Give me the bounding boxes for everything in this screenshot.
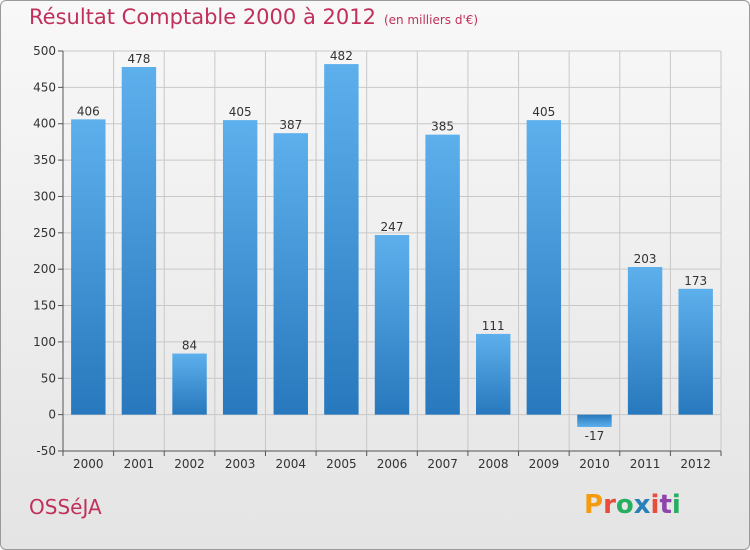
x-tick-label: 2008 bbox=[478, 457, 509, 471]
y-tick-label: 0 bbox=[48, 408, 56, 422]
bar-value-label: -17 bbox=[585, 429, 605, 443]
y-tick-label: 350 bbox=[33, 153, 56, 167]
y-tick-label: 300 bbox=[33, 189, 56, 203]
logo-letter: o bbox=[615, 490, 634, 520]
x-tick-label: 2004 bbox=[275, 457, 306, 471]
logo-letter: t bbox=[659, 490, 672, 520]
proxiti-logo: Proxiti bbox=[584, 490, 681, 520]
x-tick-label: 2012 bbox=[680, 457, 711, 471]
y-tick-label: 500 bbox=[33, 44, 56, 58]
bar-value-label: 482 bbox=[330, 49, 353, 63]
axes bbox=[58, 50, 722, 456]
bar-value-label: 173 bbox=[684, 274, 707, 288]
bar bbox=[526, 120, 562, 415]
y-tick-label: 100 bbox=[33, 335, 56, 349]
bar bbox=[273, 133, 308, 415]
x-tick-label: 2011 bbox=[630, 457, 661, 471]
x-tick-label: 2007 bbox=[427, 457, 458, 471]
logo-letter: x bbox=[633, 490, 651, 520]
x-tick-label: 2009 bbox=[529, 457, 560, 471]
logo-letter: P bbox=[584, 490, 604, 520]
y-tick-label: -50 bbox=[36, 444, 56, 458]
bar bbox=[324, 64, 359, 415]
bar-value-label: 385 bbox=[431, 120, 454, 134]
bar bbox=[577, 414, 612, 427]
bar-value-label: 405 bbox=[229, 105, 252, 119]
logo-letter: i bbox=[671, 490, 681, 520]
bar bbox=[627, 267, 663, 415]
bar-value-label: 203 bbox=[634, 252, 657, 266]
bar-value-label: 247 bbox=[381, 220, 404, 234]
bar-value-label: 111 bbox=[482, 319, 505, 333]
x-tick-label: 2010 bbox=[579, 457, 610, 471]
bar-value-label: 84 bbox=[182, 339, 197, 353]
x-tick-label: 2000 bbox=[73, 457, 104, 471]
bar bbox=[71, 119, 106, 415]
bar-value-label: 406 bbox=[77, 104, 100, 118]
bar-value-label: 478 bbox=[127, 52, 150, 66]
bars bbox=[71, 64, 713, 427]
y-tick-label: 150 bbox=[33, 299, 56, 313]
title-text: Résultat Comptable 2000 à 2012 bbox=[29, 5, 376, 29]
x-tick-label: 2003 bbox=[225, 457, 256, 471]
bar bbox=[374, 235, 410, 415]
bar bbox=[425, 134, 460, 415]
labels: -50 0 50 100 150 200 250 300 350 400 450 500 406 2000… bbox=[33, 44, 711, 471]
y-tick-label: 250 bbox=[33, 226, 56, 240]
y-tick-label: 50 bbox=[41, 371, 56, 385]
x-tick-label: 2002 bbox=[174, 457, 205, 471]
chart-subtitle: (en milliers d'€) bbox=[383, 13, 479, 27]
bar bbox=[172, 353, 207, 415]
y-tick-label: 450 bbox=[33, 80, 56, 94]
x-tick-label: 2001 bbox=[124, 457, 155, 471]
commune-name: OSSéJA bbox=[29, 495, 102, 519]
bar-value-label: 387 bbox=[279, 118, 302, 132]
bar bbox=[222, 120, 258, 415]
bar bbox=[121, 67, 157, 415]
logo-letter: r bbox=[603, 490, 616, 520]
logo-letter: i bbox=[650, 490, 660, 520]
bar bbox=[678, 288, 713, 415]
y-tick-label: 400 bbox=[33, 117, 56, 131]
bar bbox=[476, 333, 511, 415]
y-tick-label: 200 bbox=[33, 262, 56, 276]
bar-value-label: 405 bbox=[532, 105, 555, 119]
x-tick-label: 2005 bbox=[326, 457, 357, 471]
chart-title: Résultat Comptable 2000 à 2012 (en millie… bbox=[29, 5, 478, 29]
x-tick-label: 2006 bbox=[377, 457, 408, 471]
